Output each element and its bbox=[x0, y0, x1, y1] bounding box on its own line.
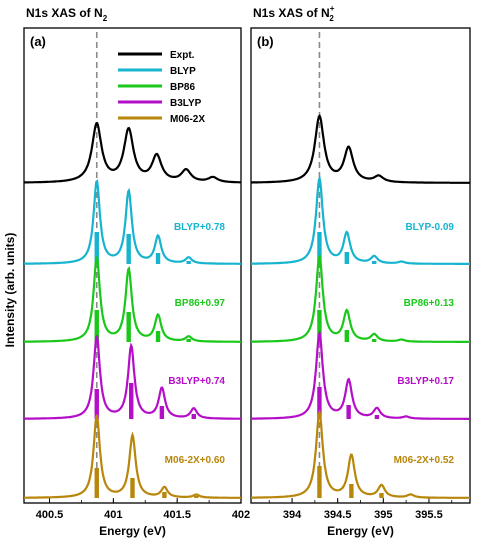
series-line-bp86 bbox=[251, 253, 470, 343]
series-line-m06-2x bbox=[251, 408, 470, 499]
stick-bar-m06-2x bbox=[379, 493, 384, 498]
stick-bar-bp86 bbox=[126, 312, 131, 342]
x-tick-label: 402 bbox=[232, 509, 250, 521]
panel-title-subscript: 2 bbox=[103, 14, 108, 23]
plot-frame-a bbox=[23, 27, 242, 504]
panel-title-superscript: + bbox=[330, 4, 335, 13]
stick-bar-m06-2x bbox=[194, 496, 199, 498]
stick-bar-b3lyp bbox=[374, 415, 380, 419]
legend: Expt. BLYP BP86 B3LYP M06-2X bbox=[118, 50, 205, 125]
x-tick-label: 394.5 bbox=[324, 509, 352, 521]
series-line-expt bbox=[24, 121, 241, 184]
stick-bar-bp86 bbox=[94, 310, 99, 342]
stick-bar-m06-2x bbox=[349, 484, 354, 498]
shift-label-b3lyp: B3LYP+0.74 bbox=[168, 376, 225, 387]
stick-bar-blyp bbox=[155, 253, 161, 264]
stick-bar-bp86 bbox=[317, 310, 322, 342]
panel-title-text: N1s XAS of N bbox=[253, 6, 330, 20]
stick-bar-blyp bbox=[371, 261, 377, 264]
series-line-blyp bbox=[251, 175, 470, 265]
stick-bar-b3lyp bbox=[129, 383, 134, 419]
x-axis-label-b: Energy (eV) bbox=[327, 524, 394, 538]
stick-bar-b3lyp bbox=[159, 406, 165, 419]
legend-label-bp86: BP86 bbox=[170, 82, 195, 93]
panel-title-a: N1s XAS of N2 bbox=[26, 6, 108, 23]
panel-a: N1s XAS of N2 (a) 400.5 401 401.5 402 Energy (… bbox=[23, 6, 250, 538]
panel-label-b: (b) bbox=[257, 34, 274, 49]
x-tick-label: 401.5 bbox=[163, 509, 191, 521]
panel-label-a: (a) bbox=[30, 34, 46, 49]
series-line-bp86 bbox=[24, 255, 241, 343]
stick-bar-blyp bbox=[94, 232, 99, 264]
stick-bar-blyp bbox=[126, 234, 131, 264]
stick-bar-b3lyp bbox=[191, 414, 196, 419]
x-tick-label: 395 bbox=[374, 509, 392, 521]
shift-label-m06-2x: M06-2X+0.52 bbox=[394, 455, 455, 466]
y-axis-label: Intensity (arb. units) bbox=[3, 233, 17, 348]
x-axis-label-a: Energy (eV) bbox=[99, 524, 166, 538]
series-line-blyp bbox=[23, 179, 241, 265]
stick-bar-blyp bbox=[344, 252, 350, 264]
series-line-b3lyp bbox=[23, 334, 241, 420]
stick-bar-bp86 bbox=[371, 339, 377, 342]
stick-bar-b3lyp bbox=[94, 389, 99, 419]
x-tick-label: 394 bbox=[283, 509, 302, 521]
stick-bar-bp86 bbox=[155, 331, 161, 342]
shift-label-bp86: BP86+0.13 bbox=[404, 298, 455, 309]
x-tick-label: 401 bbox=[104, 509, 122, 521]
legend-label-expt: Expt. bbox=[170, 50, 195, 61]
panel-title-subscript: 2 bbox=[329, 14, 334, 23]
stick-bar-bp86 bbox=[344, 330, 350, 342]
stick-bar-blyp bbox=[186, 261, 191, 264]
stick-bar-bp86 bbox=[186, 339, 191, 342]
series-line-m06-2x bbox=[24, 413, 241, 499]
legend-label-m06-2x: M06-2X bbox=[170, 114, 205, 125]
panel-b: N1s XAS of N+ 2 (b) 394 394.5 395 395.5 Energy … bbox=[250, 4, 471, 538]
stick-bar-m06-2x bbox=[317, 466, 322, 498]
shift-label-b3lyp: B3LYP+0.17 bbox=[397, 376, 454, 387]
x-tick-label: 400.5 bbox=[36, 509, 64, 521]
stick-bar-m06-2x bbox=[162, 492, 167, 498]
panel-title-b: N1s XAS of N+ 2 bbox=[253, 4, 335, 23]
legend-label-blyp: BLYP bbox=[170, 66, 196, 77]
stick-bar-m06-2x bbox=[94, 468, 99, 498]
plot-frame-b bbox=[250, 27, 471, 504]
legend-label-b3lyp: B3LYP bbox=[170, 98, 202, 109]
shift-label-m06-2x: M06-2X+0.60 bbox=[165, 455, 226, 466]
panel-title-text: N1s XAS of N bbox=[26, 6, 103, 20]
shift-label-blyp: BLYP+0.78 bbox=[174, 222, 225, 233]
stick-bar-b3lyp bbox=[346, 405, 351, 419]
series-line-expt bbox=[251, 114, 470, 184]
stick-bar-m06-2x bbox=[130, 478, 135, 498]
shift-label-bp86: BP86+0.97 bbox=[175, 298, 226, 309]
shift-label-blyp: BLYP-0.09 bbox=[405, 222, 454, 233]
x-tick-label: 395.5 bbox=[415, 509, 443, 521]
stick-bar-b3lyp bbox=[317, 387, 322, 419]
stick-bar-blyp bbox=[317, 232, 322, 264]
series-line-b3lyp bbox=[251, 330, 470, 420]
